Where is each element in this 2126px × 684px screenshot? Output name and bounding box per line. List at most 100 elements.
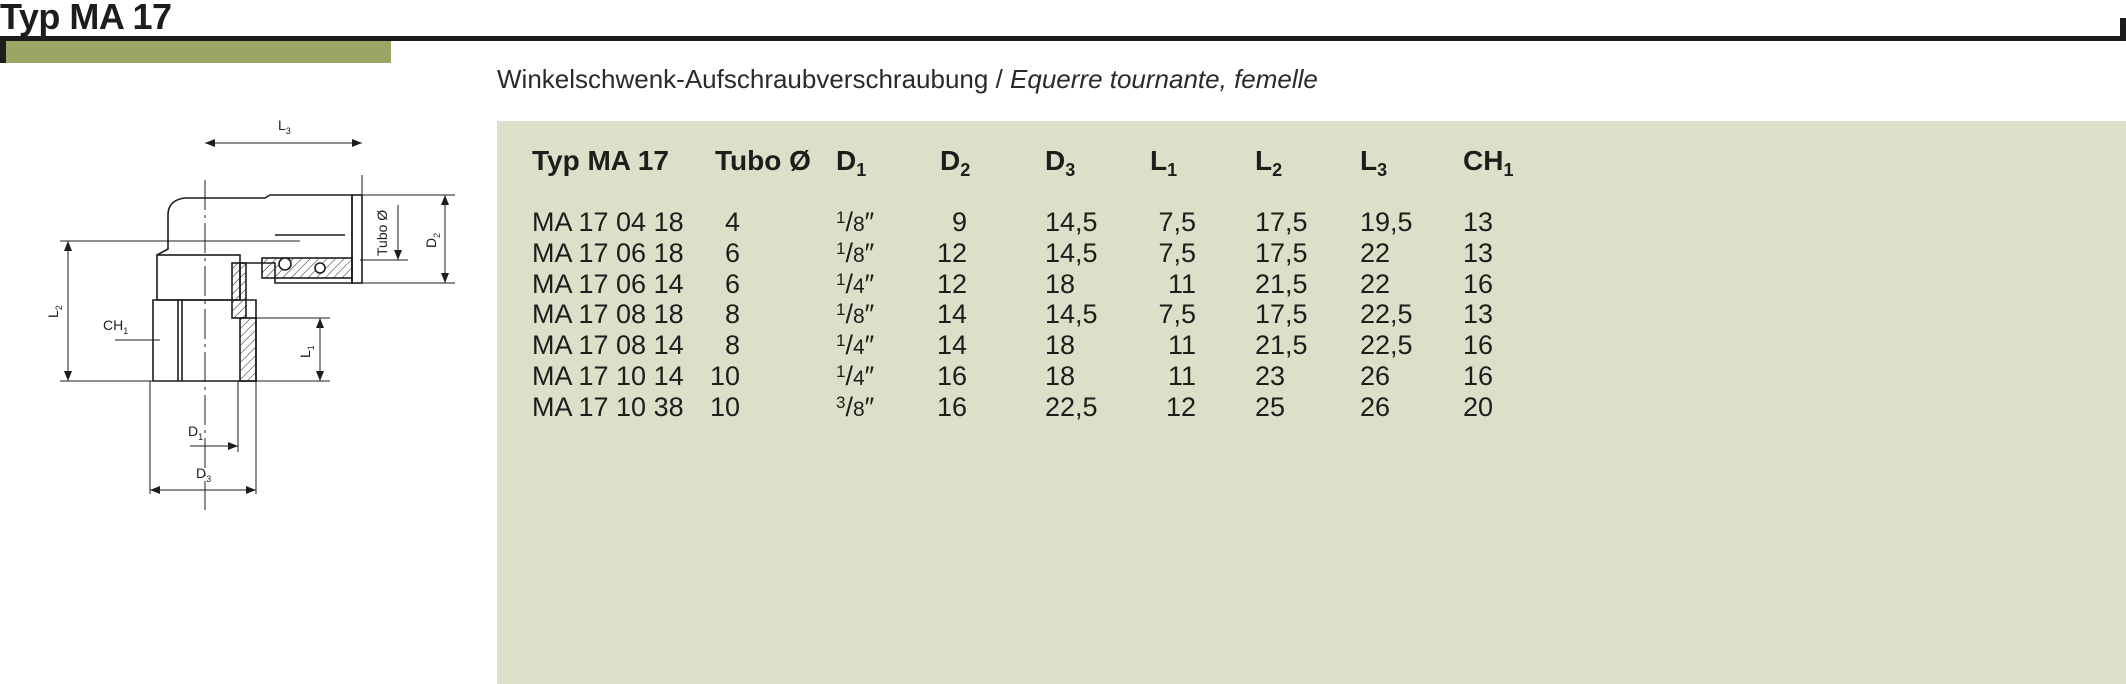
- cell-l1: 11: [1167, 268, 1196, 299]
- fraction-denominator: 8: [852, 213, 865, 236]
- cell-d3: 14,5: [1045, 237, 1098, 268]
- cell-type: MA 17 06 18: [532, 237, 684, 268]
- cell-type: MA 17 10 38: [532, 391, 684, 422]
- fraction-slash: /: [845, 299, 853, 330]
- cell-d2: 16: [936, 391, 967, 422]
- cell-l1: 11: [1167, 330, 1196, 361]
- cell-l1: 11: [1167, 361, 1196, 391]
- header-label: D: [1045, 145, 1066, 176]
- header-rule: [0, 36, 2126, 41]
- cell-l1: 12: [1165, 391, 1196, 422]
- cell-d2: 14: [936, 299, 967, 330]
- subtitle-german: Winkelschwenk-Aufschraubverschraubung /: [497, 64, 1011, 94]
- header-label: L: [1150, 145, 1168, 176]
- label-l1: L1: [297, 345, 316, 358]
- header-d1: D1: [836, 145, 866, 181]
- header-rule-right-tick: [2120, 18, 2126, 41]
- fraction-slash: /: [845, 361, 853, 391]
- fraction-denominator: 4: [852, 367, 865, 390]
- inch-mark: ″: [864, 330, 875, 361]
- cell-d1: 1/8″: [836, 207, 874, 238]
- cell-l3: 22: [1360, 237, 1391, 268]
- label-d2: D2: [423, 233, 442, 248]
- cell-tubo: 8: [724, 330, 740, 361]
- cell-d1: 1/4″: [836, 269, 874, 300]
- header-l3: L3: [1360, 145, 1387, 181]
- cell-l2: 17,5: [1255, 207, 1308, 237]
- header-subscript: 1: [1167, 160, 1178, 180]
- cell-d3: 18: [1045, 268, 1076, 299]
- cell-d3: 14,5: [1045, 299, 1098, 330]
- cell-tubo: 4: [724, 207, 740, 237]
- inch-mark: ″: [864, 207, 875, 237]
- fraction-numerator: 1: [836, 208, 846, 227]
- cell-d1: 3/8″: [836, 392, 874, 423]
- fraction-denominator: 4: [852, 336, 865, 360]
- cell-type: MA 17 04 18: [532, 207, 684, 237]
- fraction-slash: /: [845, 268, 853, 299]
- cell-d3: 18: [1045, 330, 1076, 361]
- cell-l2: 25: [1255, 391, 1286, 422]
- header-label: Typ MA 17: [532, 145, 669, 176]
- cell-l2: 21,5: [1255, 330, 1308, 361]
- cell-l3: 19,5: [1360, 207, 1413, 237]
- header-label: L: [1255, 145, 1273, 176]
- accent-bar: [6, 41, 391, 63]
- header-subscript: 2: [1272, 160, 1283, 180]
- cell-d3: 22,5: [1045, 391, 1098, 422]
- cell-type: MA 17 08 18: [532, 299, 684, 330]
- cell-tubo: 10: [709, 361, 740, 391]
- cell-ch1: 20: [1463, 391, 1494, 422]
- cell-tubo: 10: [709, 391, 740, 422]
- fraction-numerator: 1: [836, 362, 846, 381]
- cell-ch1: 13: [1463, 237, 1494, 268]
- cell-ch1: 13: [1463, 299, 1494, 330]
- cell-l1: 7,5: [1158, 299, 1196, 330]
- header-label: D: [940, 145, 961, 176]
- header-ch1: CH1: [1463, 145, 1513, 181]
- header-type: Typ MA 17: [532, 145, 669, 177]
- header-label: D: [836, 145, 857, 176]
- cell-l3: 26: [1360, 361, 1391, 391]
- header-label: Tubo Ø: [715, 145, 811, 176]
- cell-ch1: 16: [1463, 268, 1494, 299]
- cell-l2: 23: [1255, 361, 1286, 391]
- cell-l2: 17,5: [1255, 299, 1308, 330]
- inch-mark: ″: [864, 299, 875, 330]
- inch-mark: ″: [864, 237, 875, 268]
- dimension-table-panel: [497, 121, 2126, 684]
- cell-tubo: 6: [724, 268, 740, 299]
- fraction-slash: /: [845, 330, 853, 361]
- cell-d1: 1/4″: [836, 330, 874, 361]
- cell-l3: 22: [1360, 268, 1391, 299]
- product-subtitle: Winkelschwenk-Aufschraubverschraubung / …: [497, 64, 1318, 95]
- header-tubo: Tubo Ø: [715, 145, 811, 177]
- cell-ch1: 16: [1463, 330, 1494, 361]
- label-l2: L2: [45, 305, 64, 318]
- cell-type: MA 17 06 14: [532, 268, 684, 299]
- header-l1: L1: [1150, 145, 1177, 181]
- fitting-outline: [152, 194, 363, 382]
- cell-l2: 17,5: [1255, 237, 1308, 268]
- fraction-numerator: 1: [836, 269, 846, 289]
- fraction-numerator: 1: [836, 238, 846, 258]
- cell-tubo: 6: [724, 237, 740, 268]
- header-label: L: [1360, 145, 1378, 176]
- label-d3: D3: [196, 465, 211, 484]
- cell-d1: 1/8″: [836, 238, 874, 269]
- label-tubo: Tubo Ø: [374, 210, 390, 256]
- fraction-slash: /: [845, 207, 853, 237]
- cell-d2: 12: [936, 237, 967, 268]
- header-subscript: 3: [1377, 160, 1388, 180]
- header-subscript: 1: [1503, 160, 1514, 180]
- fraction-numerator: 3: [836, 392, 846, 412]
- fraction-denominator: 8: [852, 305, 865, 329]
- cell-d1: 1/4″: [836, 361, 874, 392]
- cell-d1: 1/8″: [836, 299, 874, 330]
- fraction-slash: /: [845, 237, 853, 268]
- inch-mark: ″: [864, 391, 875, 422]
- cell-l3: 26: [1360, 391, 1391, 422]
- cell-tubo: 8: [724, 299, 740, 330]
- cell-d2: 14: [936, 330, 967, 361]
- label-ch1: CH1: [103, 317, 128, 336]
